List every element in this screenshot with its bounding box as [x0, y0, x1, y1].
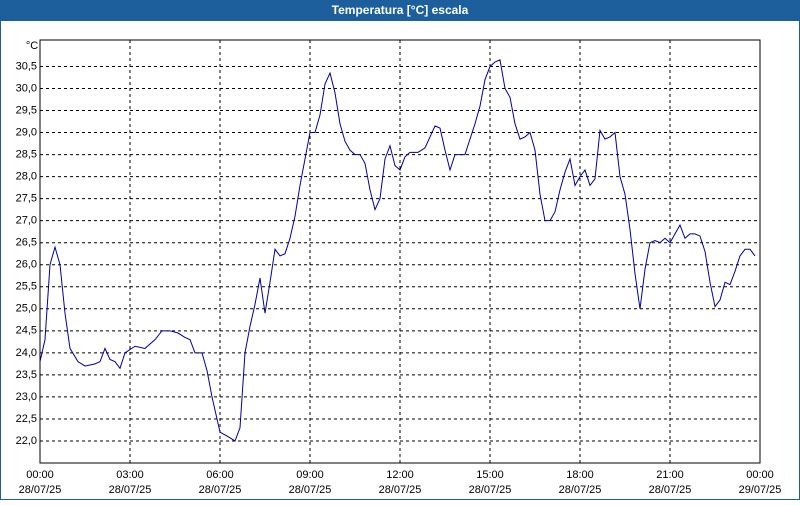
y-tick-label: 23,0: [16, 391, 37, 403]
x-tick-date: 29/07/25: [739, 484, 782, 496]
y-tick-label: 24,5: [16, 325, 37, 337]
y-tick-label: 28,5: [16, 148, 37, 160]
y-tick-label: 26,5: [16, 237, 37, 249]
x-tick-label: 18:00: [566, 469, 594, 481]
x-tick-date: 28/07/25: [379, 484, 422, 496]
x-tick-label: 15:00: [476, 469, 504, 481]
y-tick-label: 30,5: [16, 60, 37, 72]
x-tick-label: 00:00: [746, 469, 774, 481]
y-tick-label: 28,0: [16, 171, 37, 183]
y-tick-label: 27,0: [16, 215, 37, 227]
y-tick-label: 22,5: [16, 413, 37, 425]
x-tick-date: 28/07/25: [649, 484, 692, 496]
y-tick-label: 26,0: [16, 259, 37, 271]
data-line: [39, 59, 756, 442]
chart-title: Temperatura [°C] escala: [332, 3, 469, 17]
y-tick-label: 25,0: [16, 303, 37, 315]
x-tick-date: 28/07/25: [109, 484, 152, 496]
x-tick-date: 28/07/25: [199, 484, 242, 496]
y-tick-label: 22,0: [16, 435, 37, 447]
y-tick-label: 24,0: [16, 347, 37, 359]
x-tick-date: 28/07/25: [469, 484, 512, 496]
x-tick-date: 28/07/25: [289, 484, 332, 496]
y-unit: °C: [26, 40, 38, 52]
y-tick-label: 29,0: [16, 126, 37, 138]
y-tick-label: 27,5: [16, 193, 37, 205]
y-tick-label: 25,5: [16, 281, 37, 293]
y-tick-label: 30,0: [16, 82, 37, 94]
title-bar: [0, 0, 800, 21]
y-tick-label: 23,5: [16, 369, 37, 381]
x-tick-label: 00:00: [26, 469, 54, 481]
x-tick-date: 28/07/25: [559, 484, 602, 496]
x-tick-date: 28/07/25: [19, 484, 62, 496]
x-tick-label: 06:00: [206, 469, 234, 481]
x-tick-label: 09:00: [296, 469, 324, 481]
x-tick-label: 03:00: [116, 469, 144, 481]
x-tick-label: 21:00: [656, 469, 684, 481]
x-tick-label: 12:00: [386, 469, 414, 481]
y-tick-label: 29,5: [16, 104, 37, 116]
